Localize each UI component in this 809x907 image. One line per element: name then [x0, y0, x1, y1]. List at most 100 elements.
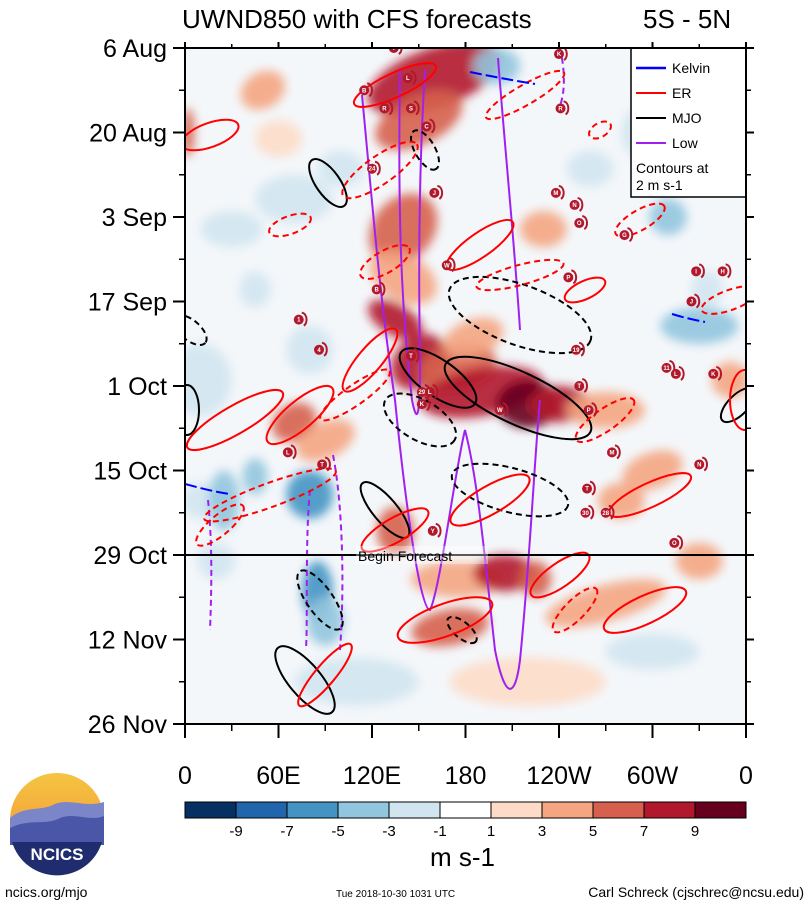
storm-label: 24 [369, 167, 376, 173]
storm-dot [580, 507, 591, 518]
colorbar-swatch [184, 801, 237, 819]
er-contour [268, 212, 312, 238]
storm-label: R [382, 106, 387, 112]
footer-url: ncics.org/mjo [5, 884, 88, 900]
y-tick-label: 29 Oct [93, 542, 167, 570]
storm-dot [359, 85, 370, 96]
storm-swirl [432, 384, 439, 399]
storm-marker: T [582, 480, 596, 496]
er-contour [700, 285, 746, 315]
storm-marker: L [670, 365, 685, 381]
mjo-contour [308, 158, 348, 208]
er-contour [614, 202, 666, 238]
storm-marker: O [669, 534, 684, 550]
storm-marker: G [619, 227, 634, 243]
colorbar-label: -1 [433, 823, 446, 840]
x-axis: 0 60E 120E 180 120W 60W 0 [178, 42, 753, 790]
x-tick-label: 0 [178, 762, 192, 790]
storm-marker: R [379, 100, 394, 116]
storm-dot [367, 163, 377, 174]
storm-label: N [697, 462, 701, 468]
storm-marker: J [429, 184, 444, 200]
storm-dot [416, 387, 427, 398]
storm-marker: M [550, 184, 565, 200]
storm-label: L [406, 76, 410, 82]
wind-anomaly-patch [286, 325, 334, 374]
storm-marker: K [708, 365, 723, 381]
storm-marker: T [317, 456, 331, 472]
mjo-contour [443, 355, 593, 441]
x-tick-label: 120E [343, 762, 401, 790]
storm-swirl [589, 480, 596, 496]
low-contour [361, 94, 541, 690]
wind-anomaly-patch [473, 48, 521, 85]
storm-dot [708, 368, 719, 379]
low-contour [497, 57, 521, 331]
storm-swirl [571, 269, 578, 285]
er-contour [449, 473, 531, 527]
storm-swirl [578, 341, 585, 357]
storm-label: T [577, 384, 581, 390]
legend-label-kelvin: Kelvin [672, 60, 710, 76]
kelvin-contour [671, 313, 706, 323]
storm-dot [494, 405, 505, 416]
wind-anomaly-patch [306, 597, 344, 646]
storm-dot [388, 48, 399, 53]
wind-anomaly-patch [449, 657, 606, 706]
storm-marker: W [441, 257, 456, 273]
er-contour [352, 62, 438, 108]
storm-swirl [435, 522, 442, 538]
wind-anomaly-patch [242, 458, 268, 495]
colorbar-label: -9 [229, 823, 242, 840]
storm-dot [427, 525, 438, 536]
storm-swirl [608, 504, 615, 520]
storm-label: O [577, 221, 582, 227]
mjo-contour [446, 615, 478, 645]
storm-dot [424, 387, 435, 398]
storm-label: K [711, 372, 716, 378]
storm-dot [691, 266, 702, 277]
wind-anomaly-patch [443, 317, 504, 358]
kelvin-contour [185, 483, 231, 495]
storm-label: L [286, 450, 290, 456]
storm-swirl [410, 70, 417, 86]
er-contour [195, 503, 245, 547]
storm-label: S [409, 106, 413, 112]
storm-marker: 24 [367, 160, 381, 176]
storm-label: J [690, 300, 693, 306]
storm-swirl [577, 196, 584, 212]
storm-marker: B [359, 82, 373, 98]
storm-marker: C [421, 118, 436, 134]
colorbar-label: -5 [331, 823, 344, 840]
storm-dot [606, 447, 617, 458]
er-contour [563, 276, 607, 304]
colorbar-label: 3 [538, 823, 546, 840]
storm-dot [555, 103, 566, 114]
storm-swirl [725, 263, 732, 279]
low-contour [398, 69, 426, 415]
storm-dot [694, 459, 705, 470]
storm-label: P [566, 275, 570, 281]
region-label: 5S - 5N [643, 4, 731, 34]
storm-label: 11 [663, 366, 670, 372]
storm-label: T [320, 462, 324, 468]
storm-marker: L [282, 444, 297, 460]
storm-dot [582, 483, 593, 494]
mjo-contour [185, 384, 200, 436]
storm-marker: Y [388, 48, 403, 55]
storm-swirl [561, 48, 568, 61]
colorbar-label: 9 [691, 823, 699, 840]
storm-marker: N [569, 196, 584, 212]
storm-dot [574, 381, 585, 391]
y-tick-label: 1 Oct [107, 373, 167, 401]
colorbar-label: -3 [382, 823, 395, 840]
wind-anomaly-patch [622, 450, 683, 491]
storm-swirl [379, 281, 386, 297]
wind-anomaly-patch [566, 392, 645, 429]
mjo-contour [185, 314, 208, 346]
storm-dot [583, 405, 594, 416]
low-contour [305, 489, 311, 651]
logo-text: NCICS [31, 845, 84, 864]
